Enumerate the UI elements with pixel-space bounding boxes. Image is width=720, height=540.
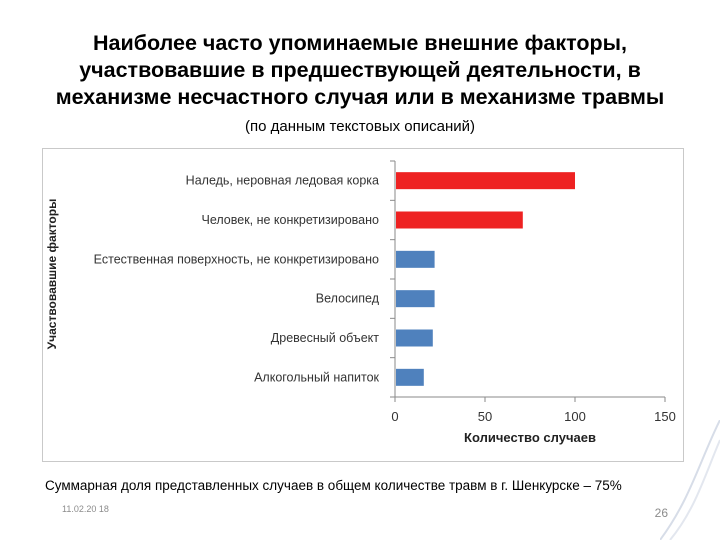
bar-5: [396, 329, 433, 347]
category-label-5: Древесный объект: [271, 331, 379, 345]
x-tick-label-1: 0: [391, 409, 398, 424]
x-tick-label-3: 100: [564, 409, 586, 424]
slide-title: Наиболее часто упоминаемые внешние факто…: [0, 30, 720, 111]
title-line-1: Наиболее часто упоминаемые внешние факто…: [93, 31, 627, 55]
page-number: 26: [654, 506, 668, 520]
y-axis-title: Участвовавшие факторы: [45, 199, 59, 350]
decorative-swoosh: [660, 420, 720, 540]
bar-4: [396, 290, 435, 308]
category-label-1: Наледь, неровная ледовая корка: [186, 174, 379, 188]
chart-frame: Наледь, неровная ледовая корка Человек, н…: [42, 148, 684, 462]
category-label-6: Алкогольный напиток: [254, 370, 379, 384]
category-label-2: Человек, не конкретизировано: [201, 213, 379, 227]
bar-3: [396, 250, 435, 268]
title-line-3: механизме несчастного случая или в механ…: [55, 85, 665, 109]
x-tick-label-4: 150: [654, 409, 676, 424]
bar-1: [396, 172, 575, 190]
bar-chart: Наледь, неровная ледовая корка Человек, н…: [45, 160, 676, 445]
category-label-4: Велосипед: [316, 292, 380, 306]
title-line-2: участвовавшие в предшествующей деятельно…: [79, 58, 641, 82]
slide-subtitle: (по данным текстовых описаний): [244, 118, 475, 135]
summary-footnote: Суммарная доля представленных случаев в …: [45, 478, 622, 493]
category-label-3: Естественная поверхность, не конкретизир…: [94, 252, 379, 266]
slide-date: 11.02.20 18: [62, 504, 109, 514]
bar-2: [396, 211, 523, 229]
x-axis-title: Количество случаев: [464, 430, 596, 445]
bar-6: [396, 368, 424, 386]
x-tick-label-2: 50: [478, 409, 492, 424]
